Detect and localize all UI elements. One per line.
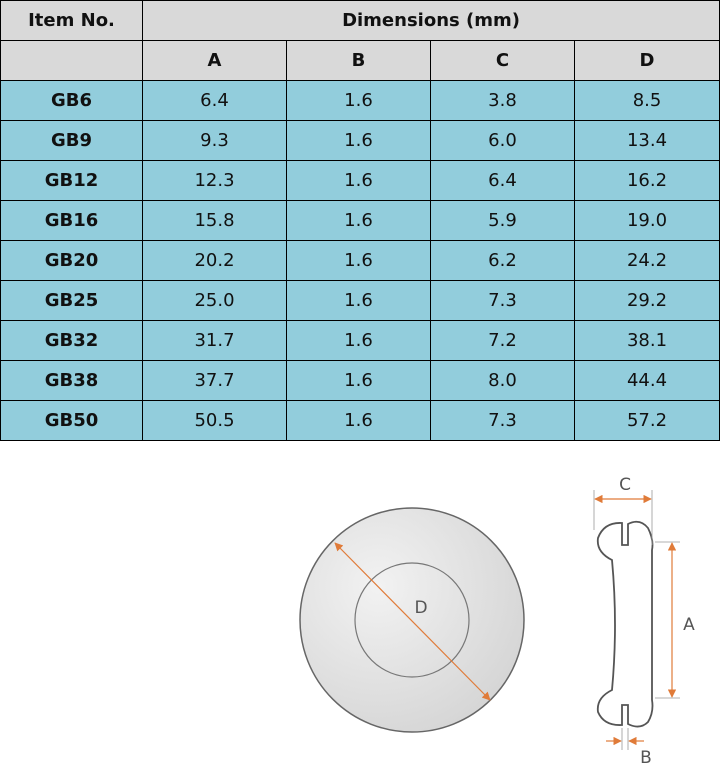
value-cell: 38.1	[573, 320, 721, 361]
header-cell: C	[430, 40, 575, 81]
value-cell: 1.6	[286, 280, 431, 321]
header-cell: D	[573, 40, 721, 81]
header-row: Item No. Dimensions (mm)	[0, 0, 721, 41]
value-cell: 44.4	[573, 360, 721, 401]
value-cell: 29.2	[573, 280, 721, 321]
header-cell: Dimensions (mm)	[141, 0, 721, 41]
table-row: GB25 25.0 1.6 7.3 29.2	[0, 280, 721, 321]
table-row: GB16 15.8 1.6 5.9 19.0	[0, 200, 721, 241]
header-cell	[0, 40, 143, 81]
table-row: GB9 9.3 1.6 6.0 13.4	[0, 120, 721, 161]
value-cell: 7.2	[430, 320, 575, 361]
item-cell: GB9	[0, 120, 143, 161]
item-cell: GB6	[0, 80, 143, 121]
value-cell: 1.6	[286, 320, 431, 361]
grommet-profile	[596, 520, 654, 728]
header-cell: A	[142, 40, 287, 81]
value-cell: 5.9	[430, 200, 575, 241]
value-cell: 15.8	[142, 200, 287, 241]
value-cell: 6.4	[142, 80, 287, 121]
dimension-label: B	[640, 748, 652, 768]
item-cell: GB38	[0, 360, 143, 401]
item-cell: GB50	[0, 400, 143, 441]
value-cell: 57.2	[573, 400, 721, 441]
value-cell: 25.0	[142, 280, 287, 321]
value-cell: 9.3	[142, 120, 287, 161]
value-cell: 3.8	[430, 80, 575, 121]
table-row: GB38 37.7 1.6 8.0 44.4	[0, 360, 721, 401]
table-row: GB6 6.4 1.6 3.8 8.5	[0, 80, 721, 121]
value-cell: 7.3	[430, 280, 575, 321]
value-cell: 6.0	[430, 120, 575, 161]
table-row: GB50 50.5 1.6 7.3 57.2	[0, 400, 721, 441]
item-cell: GB25	[0, 280, 143, 321]
table-row: GB32 31.7 1.6 7.2 38.1	[0, 320, 721, 361]
value-cell: 37.7	[142, 360, 287, 401]
grommet-diagram: D C A B	[299, 475, 695, 768]
dimension-label: A	[683, 615, 695, 635]
value-cell: 24.2	[573, 240, 721, 281]
value-cell: 16.2	[573, 160, 721, 201]
table-body: GB6 6.4 1.6 3.8 8.5 GB9 9.3 1.6 6.0 13.4 GB12 12.3 1…	[0, 80, 721, 441]
value-cell: 31.7	[142, 320, 287, 361]
table-row: GB20 20.2 1.6 6.2 24.2	[0, 240, 721, 281]
value-cell: 7.3	[430, 400, 575, 441]
value-cell: 1.6	[286, 160, 431, 201]
value-cell: 1.6	[286, 240, 431, 281]
header-cell: B	[286, 40, 431, 81]
dimension-line	[334, 542, 491, 701]
value-cell: 8.0	[430, 360, 575, 401]
value-cell: 13.4	[573, 120, 721, 161]
item-cell: GB32	[0, 320, 143, 361]
header-cell: Item No.	[0, 0, 143, 41]
value-cell: 6.2	[430, 240, 575, 281]
item-cell: GB12	[0, 160, 143, 201]
value-cell: 6.4	[430, 160, 575, 201]
value-cell: 50.5	[142, 400, 287, 441]
value-cell: 1.6	[286, 360, 431, 401]
value-cell: 1.6	[286, 120, 431, 161]
value-cell: 1.6	[286, 200, 431, 241]
value-cell: 20.2	[142, 240, 287, 281]
value-cell: 1.6	[286, 80, 431, 121]
item-cell: GB16	[0, 200, 143, 241]
dimension-label: C	[619, 475, 631, 495]
value-cell: 8.5	[573, 80, 721, 121]
outer-circle	[299, 507, 525, 733]
item-cell: GB20	[0, 240, 143, 281]
table-row: GB12 12.3 1.6 6.4 16.2	[0, 160, 721, 201]
value-cell: 19.0	[573, 200, 721, 241]
value-cell: 1.6	[286, 400, 431, 441]
dimension-label: D	[414, 598, 427, 618]
value-cell: 12.3	[142, 160, 287, 201]
